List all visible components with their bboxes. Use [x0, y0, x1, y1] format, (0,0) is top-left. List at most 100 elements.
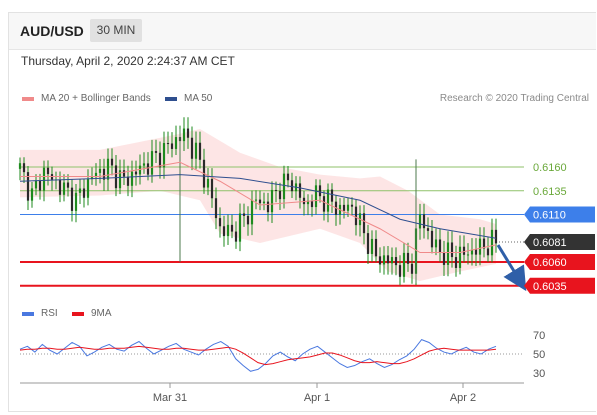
- candle-body: [450, 242, 454, 258]
- candle-body: [94, 172, 98, 178]
- candle-body: [350, 204, 354, 207]
- candle: [266, 192, 270, 222]
- candle-body: [182, 128, 186, 142]
- candle: [106, 148, 110, 191]
- candle-body: [354, 206, 358, 226]
- candle-body: [470, 249, 474, 255]
- candle: [454, 245, 458, 277]
- candle-body: [194, 142, 198, 159]
- candle: [130, 160, 134, 198]
- candle: [198, 131, 202, 169]
- candle-body: [306, 200, 310, 205]
- candle: [458, 235, 462, 275]
- candle: [286, 165, 290, 188]
- candle-body: [150, 151, 154, 175]
- candle-body: [218, 218, 222, 227]
- candle: [318, 179, 322, 203]
- candle: [22, 157, 26, 183]
- legend-9ma-label: 9MA: [91, 308, 112, 319]
- candle-body: [374, 238, 378, 257]
- candle-body: [490, 229, 494, 256]
- candle-body: [206, 178, 210, 188]
- candle-body: [258, 199, 262, 204]
- candle: [26, 165, 30, 210]
- candle-body: [462, 246, 466, 255]
- candle: [494, 218, 498, 253]
- candle-body: [86, 178, 90, 198]
- candle: [270, 181, 274, 223]
- candle-body: [346, 204, 350, 211]
- candle-body: [382, 255, 386, 265]
- candle: [170, 132, 174, 158]
- candle: [274, 181, 278, 203]
- candle: [470, 238, 474, 266]
- candle: [366, 224, 370, 264]
- candle: [214, 187, 218, 230]
- candle-body: [486, 248, 490, 256]
- candle-body: [362, 213, 366, 234]
- candle: [230, 214, 234, 239]
- rsi-ma-line: [19, 345, 497, 366]
- candle-body: [342, 204, 346, 211]
- level-label-0.6135: 0.6135: [533, 186, 567, 198]
- candle-body: [102, 168, 106, 180]
- candle: [386, 246, 390, 275]
- candle: [134, 160, 138, 186]
- candle-body: [274, 189, 278, 191]
- candle-body: [38, 180, 42, 191]
- level-label-0.6081: 0.6081: [524, 234, 595, 251]
- candle-body: [242, 213, 246, 216]
- candle-body: [326, 189, 330, 212]
- candle-body: [238, 213, 242, 242]
- candle: [410, 253, 414, 284]
- candle: [314, 179, 318, 215]
- candle: [350, 197, 354, 216]
- candle: [250, 190, 254, 236]
- candle-body: [142, 163, 146, 166]
- candle-body: [30, 188, 34, 201]
- candle: [374, 230, 378, 263]
- candle-body: [122, 170, 126, 177]
- candle-body: [494, 229, 498, 244]
- level-label-0.6160: 0.6160: [533, 162, 567, 174]
- candle-body: [134, 171, 138, 175]
- candle-body: [106, 158, 110, 180]
- candle-body: [190, 137, 194, 159]
- x-tick-label: Apr 2: [450, 392, 476, 404]
- candle: [158, 141, 162, 179]
- candle-body: [262, 201, 266, 204]
- candle: [282, 165, 286, 209]
- candle-body: [118, 170, 122, 189]
- candle-body: [26, 172, 30, 201]
- candle-body: [482, 238, 486, 249]
- candle-body: [74, 192, 78, 211]
- candle-body: [290, 180, 294, 192]
- copyright-text: Research © 2020 Trading Central: [439, 93, 589, 104]
- level-text: 0.6110: [533, 210, 566, 222]
- level-tag: [524, 206, 595, 223]
- ma50-swatch: [165, 96, 177, 101]
- candle-body: [18, 163, 22, 169]
- candle: [486, 237, 490, 262]
- candle: [98, 158, 102, 184]
- candle-body: [214, 198, 218, 219]
- level-text: 0.6135: [533, 186, 567, 198]
- candle-body: [62, 182, 66, 195]
- candle-body: [434, 239, 438, 248]
- candle-body: [458, 246, 462, 268]
- timeframe-badge[interactable]: 30 MIN: [90, 19, 142, 42]
- candle: [234, 221, 238, 249]
- candle: [162, 131, 166, 179]
- candle: [490, 218, 494, 263]
- candle-body: [314, 185, 318, 208]
- candle-body: [246, 215, 250, 225]
- level-tag: [524, 254, 595, 270]
- candle-body: [418, 214, 422, 229]
- candle: [474, 238, 478, 267]
- candle: [310, 194, 314, 217]
- level-text: 0.6035: [533, 281, 567, 293]
- candle-body: [398, 265, 402, 277]
- candle-body: [310, 200, 314, 208]
- candle: [406, 242, 410, 272]
